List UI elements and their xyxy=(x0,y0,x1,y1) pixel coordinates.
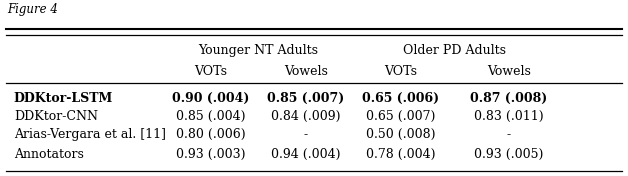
Text: 0.85 (.007): 0.85 (.007) xyxy=(267,92,345,105)
Text: Figure 4: Figure 4 xyxy=(8,3,58,16)
Text: 0.50 (.008): 0.50 (.008) xyxy=(366,128,435,141)
Text: DDKtor-LSTM: DDKtor-LSTM xyxy=(14,92,113,105)
Text: 0.65 (.006): 0.65 (.006) xyxy=(362,92,439,105)
Text: Annotators: Annotators xyxy=(14,148,84,161)
Text: Vowels: Vowels xyxy=(487,65,531,78)
Text: Arias-Vergara et al. [11]: Arias-Vergara et al. [11] xyxy=(14,128,166,141)
Text: DDKtor-CNN: DDKtor-CNN xyxy=(14,110,98,123)
Text: 0.94 (.004): 0.94 (.004) xyxy=(271,148,340,161)
Text: 0.78 (.004): 0.78 (.004) xyxy=(366,148,435,161)
Text: -: - xyxy=(304,128,308,141)
Text: 0.87 (.008): 0.87 (.008) xyxy=(470,92,548,105)
Text: 0.84 (.009): 0.84 (.009) xyxy=(271,110,340,123)
Text: 0.93 (.003): 0.93 (.003) xyxy=(176,148,245,161)
Text: 0.80 (.006): 0.80 (.006) xyxy=(176,128,245,141)
Text: VOTs: VOTs xyxy=(384,65,417,78)
Text: 0.85 (.004): 0.85 (.004) xyxy=(176,110,245,123)
Text: 0.83 (.011): 0.83 (.011) xyxy=(474,110,543,123)
Text: Younger NT Adults: Younger NT Adults xyxy=(198,44,318,57)
Text: VOTs: VOTs xyxy=(194,65,227,78)
Text: Older PD Adults: Older PD Adults xyxy=(403,44,506,57)
Text: 0.90 (.004): 0.90 (.004) xyxy=(171,92,249,105)
Text: -: - xyxy=(507,128,511,141)
Text: 0.93 (.005): 0.93 (.005) xyxy=(474,148,543,161)
Text: Vowels: Vowels xyxy=(284,65,328,78)
Text: 0.65 (.007): 0.65 (.007) xyxy=(366,110,435,123)
